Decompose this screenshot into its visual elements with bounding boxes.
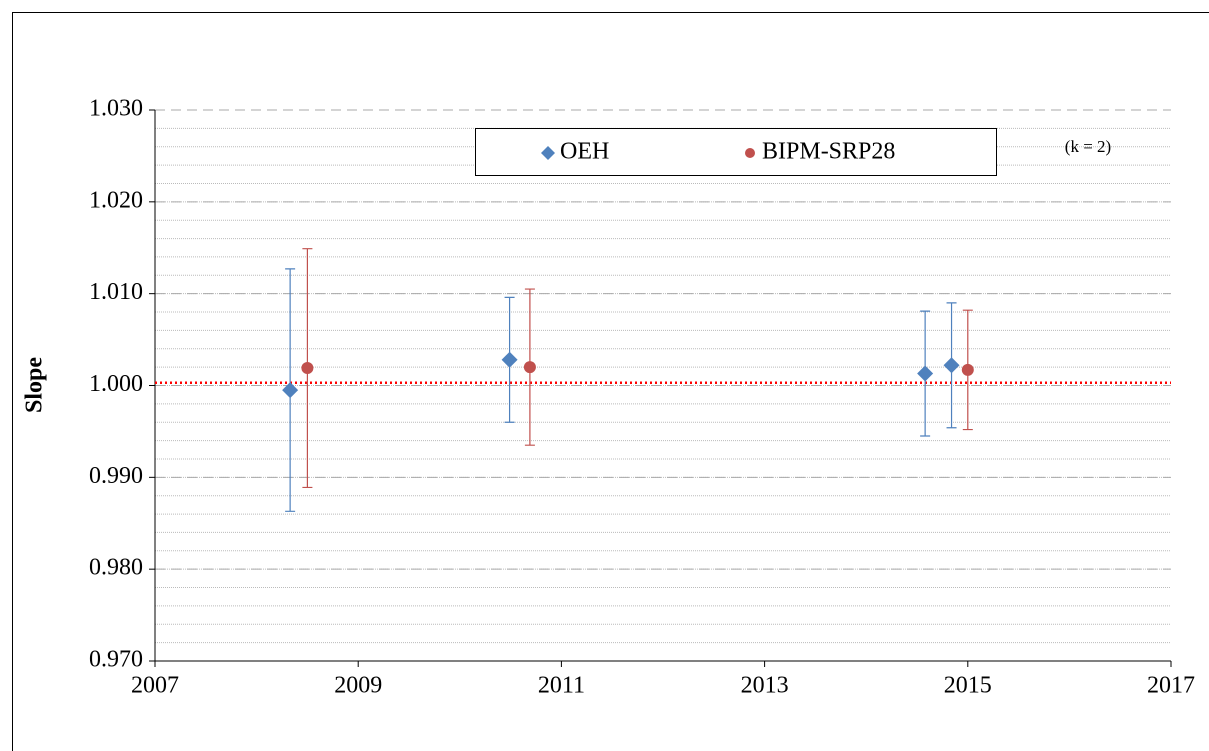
x-tick-label: 2007 [131, 673, 179, 699]
legend-box [475, 128, 997, 176]
marker-diamond [501, 351, 518, 368]
legend-label: BIPM-SRP28 [762, 139, 895, 165]
marker-circle [961, 363, 974, 376]
marker-diamond [943, 357, 960, 374]
y-tick-label: 0.990 [89, 463, 143, 489]
y-tick-label: 1.020 [89, 187, 143, 213]
y-tick-label: 1.030 [89, 96, 143, 122]
legend-marker [541, 146, 555, 160]
y-tick-label: 1.000 [89, 371, 143, 397]
marker-diamond [282, 382, 299, 399]
marker-diamond [917, 365, 934, 382]
y-tick-label: 0.980 [89, 555, 143, 581]
legend-label: OEH [560, 139, 609, 165]
legend-marker [745, 148, 755, 158]
y-tick-label: 1.010 [89, 279, 143, 305]
marker-circle [523, 361, 536, 374]
x-tick-label: 2009 [334, 673, 382, 699]
x-tick-label: 2017 [1147, 673, 1195, 699]
x-tick-label: 2013 [741, 673, 789, 699]
chart-frame [12, 12, 1209, 751]
marker-circle [301, 362, 314, 375]
x-tick-label: 2011 [538, 673, 585, 699]
y-tick-label: 0.970 [89, 647, 143, 673]
y-axis-label: Slope [22, 357, 48, 413]
x-tick-label: 2015 [944, 673, 992, 699]
annotation: (k = 2) [1065, 137, 1111, 156]
